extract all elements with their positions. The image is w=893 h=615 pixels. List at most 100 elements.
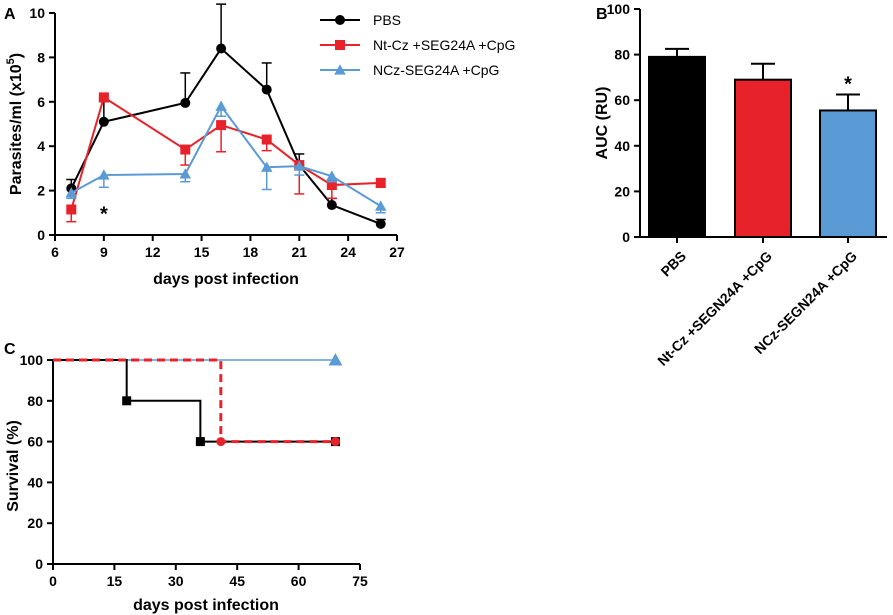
legend-marker	[335, 15, 345, 25]
x-tick-label-a: 27	[389, 244, 405, 260]
y-tick-label-a: 6	[37, 94, 45, 110]
significance-star-b: *	[844, 74, 852, 96]
data-point-a	[66, 204, 77, 215]
panel-label-b: B	[596, 6, 608, 23]
y-tick-label-b: 80	[614, 47, 630, 63]
series-triangle-a	[65, 100, 387, 214]
series-square-a	[66, 92, 386, 223]
x-tick-label-a: 18	[243, 244, 259, 260]
data-point-a	[260, 161, 273, 172]
data-point-a	[326, 180, 337, 191]
legend-label: Nt-Cz +SEG24A +CpG	[373, 37, 515, 53]
x-ticks-a: 6 9 12 15 18 21 24 27	[51, 235, 405, 260]
y-tick-label-c: 80	[27, 393, 43, 409]
data-point-a	[65, 187, 78, 198]
y-tick-label-c: 0	[35, 556, 43, 572]
x-tick-label-c: 15	[107, 573, 123, 589]
data-point-a	[216, 120, 227, 131]
survival-series-circle-c	[53, 358, 340, 447]
x-tick-label-c: 0	[49, 573, 57, 589]
x-tick-label-a: 21	[291, 244, 307, 260]
survival-marker-c	[122, 396, 132, 406]
y-axis-title-a-sup: 5	[5, 58, 17, 64]
x-tick-label-c: 60	[291, 573, 307, 589]
x-axis-title-c: days post infection	[133, 597, 279, 614]
significance-star-a: *	[100, 203, 108, 225]
x-tick-label-a: 12	[145, 244, 161, 260]
series-line-a	[70, 104, 382, 207]
x-tick-label-c: 30	[168, 573, 184, 589]
y-tick-label-c: 100	[20, 352, 44, 368]
data-point-a	[261, 84, 272, 95]
legend-label: PBS	[373, 12, 401, 28]
legend-marker	[334, 64, 346, 75]
y-tick-label-a: 10	[29, 5, 45, 21]
y-ticks-c: 0 20 40 60 80 100	[20, 352, 53, 572]
x-tick-label-c: 75	[352, 573, 368, 589]
survival-marker-c	[195, 437, 205, 447]
y-axis-title-a-main: Parasites/ml (x10	[8, 64, 25, 195]
panel-label-a: A	[4, 6, 16, 23]
series-c	[53, 353, 343, 447]
survival-series-square-c	[53, 359, 340, 447]
bar-b	[819, 109, 877, 238]
data-point-a	[326, 170, 338, 181]
y-tick-label-c: 20	[27, 515, 43, 531]
bars-b	[648, 47, 877, 243]
data-point-a	[98, 92, 109, 103]
y-tick-label-b: 60	[614, 92, 630, 108]
data-point-a	[261, 134, 272, 145]
data-point-a	[98, 169, 110, 180]
legend-marker	[335, 40, 345, 50]
y-axis-title-a: Parasites/ml (x105)	[5, 53, 25, 195]
legend-label: NCz-SEG24A +CpG	[373, 62, 499, 78]
x-tick-label-a: 15	[194, 244, 210, 260]
y-ticks-b: 0 20 40 60 80 100	[607, 1, 640, 245]
x-tick-label-a: 24	[340, 244, 356, 260]
survival-line-c	[53, 358, 336, 444]
x-tick-label-a: 6	[51, 244, 59, 260]
data-point-a	[375, 177, 386, 188]
data-point-a	[179, 168, 192, 179]
panel-c: C 0 15 30 45 60 75 0 20 40 60 80 100 days post inf…	[4, 341, 368, 614]
y-tick-label-b: 20	[614, 183, 630, 199]
x-tick-label-c: 45	[229, 573, 245, 589]
x-tick-label-b: PBS	[657, 248, 689, 280]
data-point-a	[180, 97, 191, 108]
survival-line-c	[53, 359, 336, 443]
y-axis-title-a-end: )	[8, 53, 25, 58]
legend-a: PBS Nt-Cz +SEG24A +CpG NCz-SEG24A +CpG	[320, 12, 515, 78]
data-point-a	[375, 218, 386, 229]
series-line-a	[70, 95, 381, 210]
data-point-a	[326, 200, 337, 211]
y-tick-label-b: 40	[614, 138, 630, 154]
y-tick-label-a: 0	[37, 227, 45, 243]
y-tick-label-a: 4	[37, 138, 45, 154]
y-tick-label-c: 40	[27, 474, 43, 490]
y-axis-title-b: AUC (RU)	[594, 87, 611, 160]
y-ticks-a: 0 2 4 6 8 10	[29, 5, 55, 243]
y-tick-label-b: 100	[607, 1, 631, 17]
data-point-a	[293, 160, 306, 171]
series-a	[65, 3, 387, 229]
y-tick-label-a: 8	[37, 49, 45, 65]
panel-label-c: C	[4, 341, 16, 358]
x-tick-label-a: 9	[100, 244, 108, 260]
data-point-a	[98, 116, 109, 127]
data-point-a	[374, 200, 387, 211]
x-axis-title-a: days post infection	[153, 271, 299, 288]
data-point-a	[180, 144, 191, 155]
series-line-a	[70, 46, 382, 225]
series-circle-a	[66, 3, 386, 229]
y-axis-title-c: Survival (%)	[5, 420, 22, 512]
bar-b	[734, 78, 792, 239]
survival-marker-c	[216, 437, 226, 447]
x-ticks-c: 0 15 30 45 60 75	[49, 564, 368, 589]
data-point-a	[215, 100, 227, 111]
y-tick-label-a: 2	[37, 183, 45, 199]
data-point-a	[216, 43, 227, 54]
y-tick-label-b: 0	[622, 229, 630, 245]
